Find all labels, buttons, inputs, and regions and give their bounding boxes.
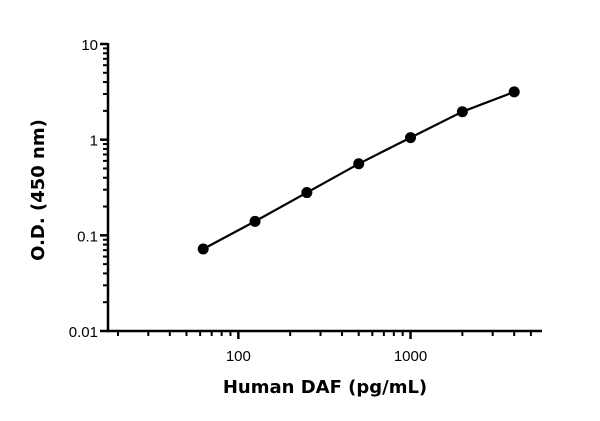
y-tick-label: 0.01 bbox=[69, 324, 98, 341]
x-axis-title: Human DAF (pg/mL) bbox=[223, 377, 427, 398]
data-point bbox=[301, 187, 313, 199]
data-point bbox=[197, 243, 209, 255]
data-point bbox=[405, 132, 417, 144]
plot-area bbox=[197, 86, 520, 255]
data-point bbox=[456, 106, 468, 118]
y-tick-label: 10 bbox=[81, 37, 98, 54]
data-point bbox=[353, 158, 365, 170]
y-tick-label: 1 bbox=[90, 133, 98, 150]
data-point bbox=[508, 86, 520, 98]
x-tick-label: 100 bbox=[226, 348, 251, 365]
y-axis-title: O.D. (450 nm) bbox=[28, 119, 49, 261]
y-tick-label: 0.1 bbox=[77, 228, 98, 245]
x-tick-label: 1000 bbox=[394, 348, 427, 365]
y-axis: 0.01 0.1 1 10 bbox=[69, 37, 110, 341]
data-point bbox=[249, 215, 261, 227]
x-axis: 100 1000 bbox=[107, 329, 542, 365]
fit-curve bbox=[202, 90, 515, 250]
